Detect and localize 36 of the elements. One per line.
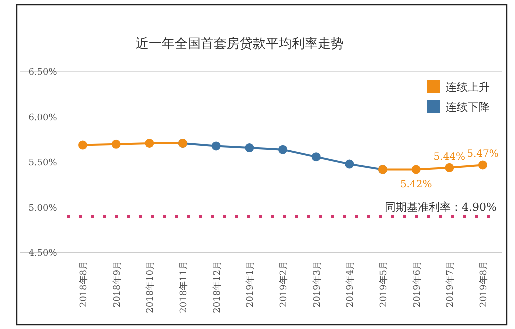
point: [245, 144, 254, 153]
point: [412, 165, 421, 174]
x-tick-label: 2018年9月: [112, 261, 123, 308]
x-tick-label: 2018年11月: [178, 261, 190, 314]
ref-line-label: 同期基准利率：4.90%: [385, 200, 497, 214]
x-tick-label: 2018年12月: [212, 261, 223, 314]
x-tick-label: 2018年10月: [145, 261, 156, 314]
point: [478, 160, 488, 170]
x-tick-label: 2019年6月: [412, 261, 423, 308]
y-tick-label: 6.50%: [28, 68, 58, 78]
legend-label: 连续下降: [446, 101, 490, 114]
y-tick-label: 4.50%: [28, 249, 58, 259]
x-tick-label: 2019年5月: [378, 261, 390, 308]
point: [212, 142, 221, 151]
data-label: 5.47%: [467, 149, 499, 160]
point: [345, 160, 354, 169]
legend-label: 连续上升: [446, 81, 490, 94]
x-tick-label: 2019年7月: [445, 261, 456, 308]
x-tick-label: 2019年8月: [478, 261, 490, 308]
x-tick-label: 2019年3月: [312, 261, 323, 308]
x-tick-label: 2019年1月: [245, 261, 256, 308]
point: [445, 163, 454, 172]
x-tick-label: 2018年8月: [78, 261, 90, 308]
chart-title: 近一年全国首套房贷款平均利率走势: [136, 36, 344, 52]
point: [312, 152, 321, 162]
x-tick-label: 2019年2月: [278, 261, 290, 308]
data-label: 5.42%: [400, 180, 432, 191]
y-tick-label: 5.00%: [28, 204, 58, 214]
y-tick-label: 6.00%: [28, 113, 58, 124]
point: [278, 145, 288, 154]
point: [78, 140, 88, 150]
y-tick-label: 5.50%: [28, 158, 58, 168]
data-label: 5.44%: [434, 152, 466, 163]
point: [112, 140, 121, 149]
x-tick-label: 2019年4月: [345, 261, 356, 308]
point: [145, 138, 154, 148]
